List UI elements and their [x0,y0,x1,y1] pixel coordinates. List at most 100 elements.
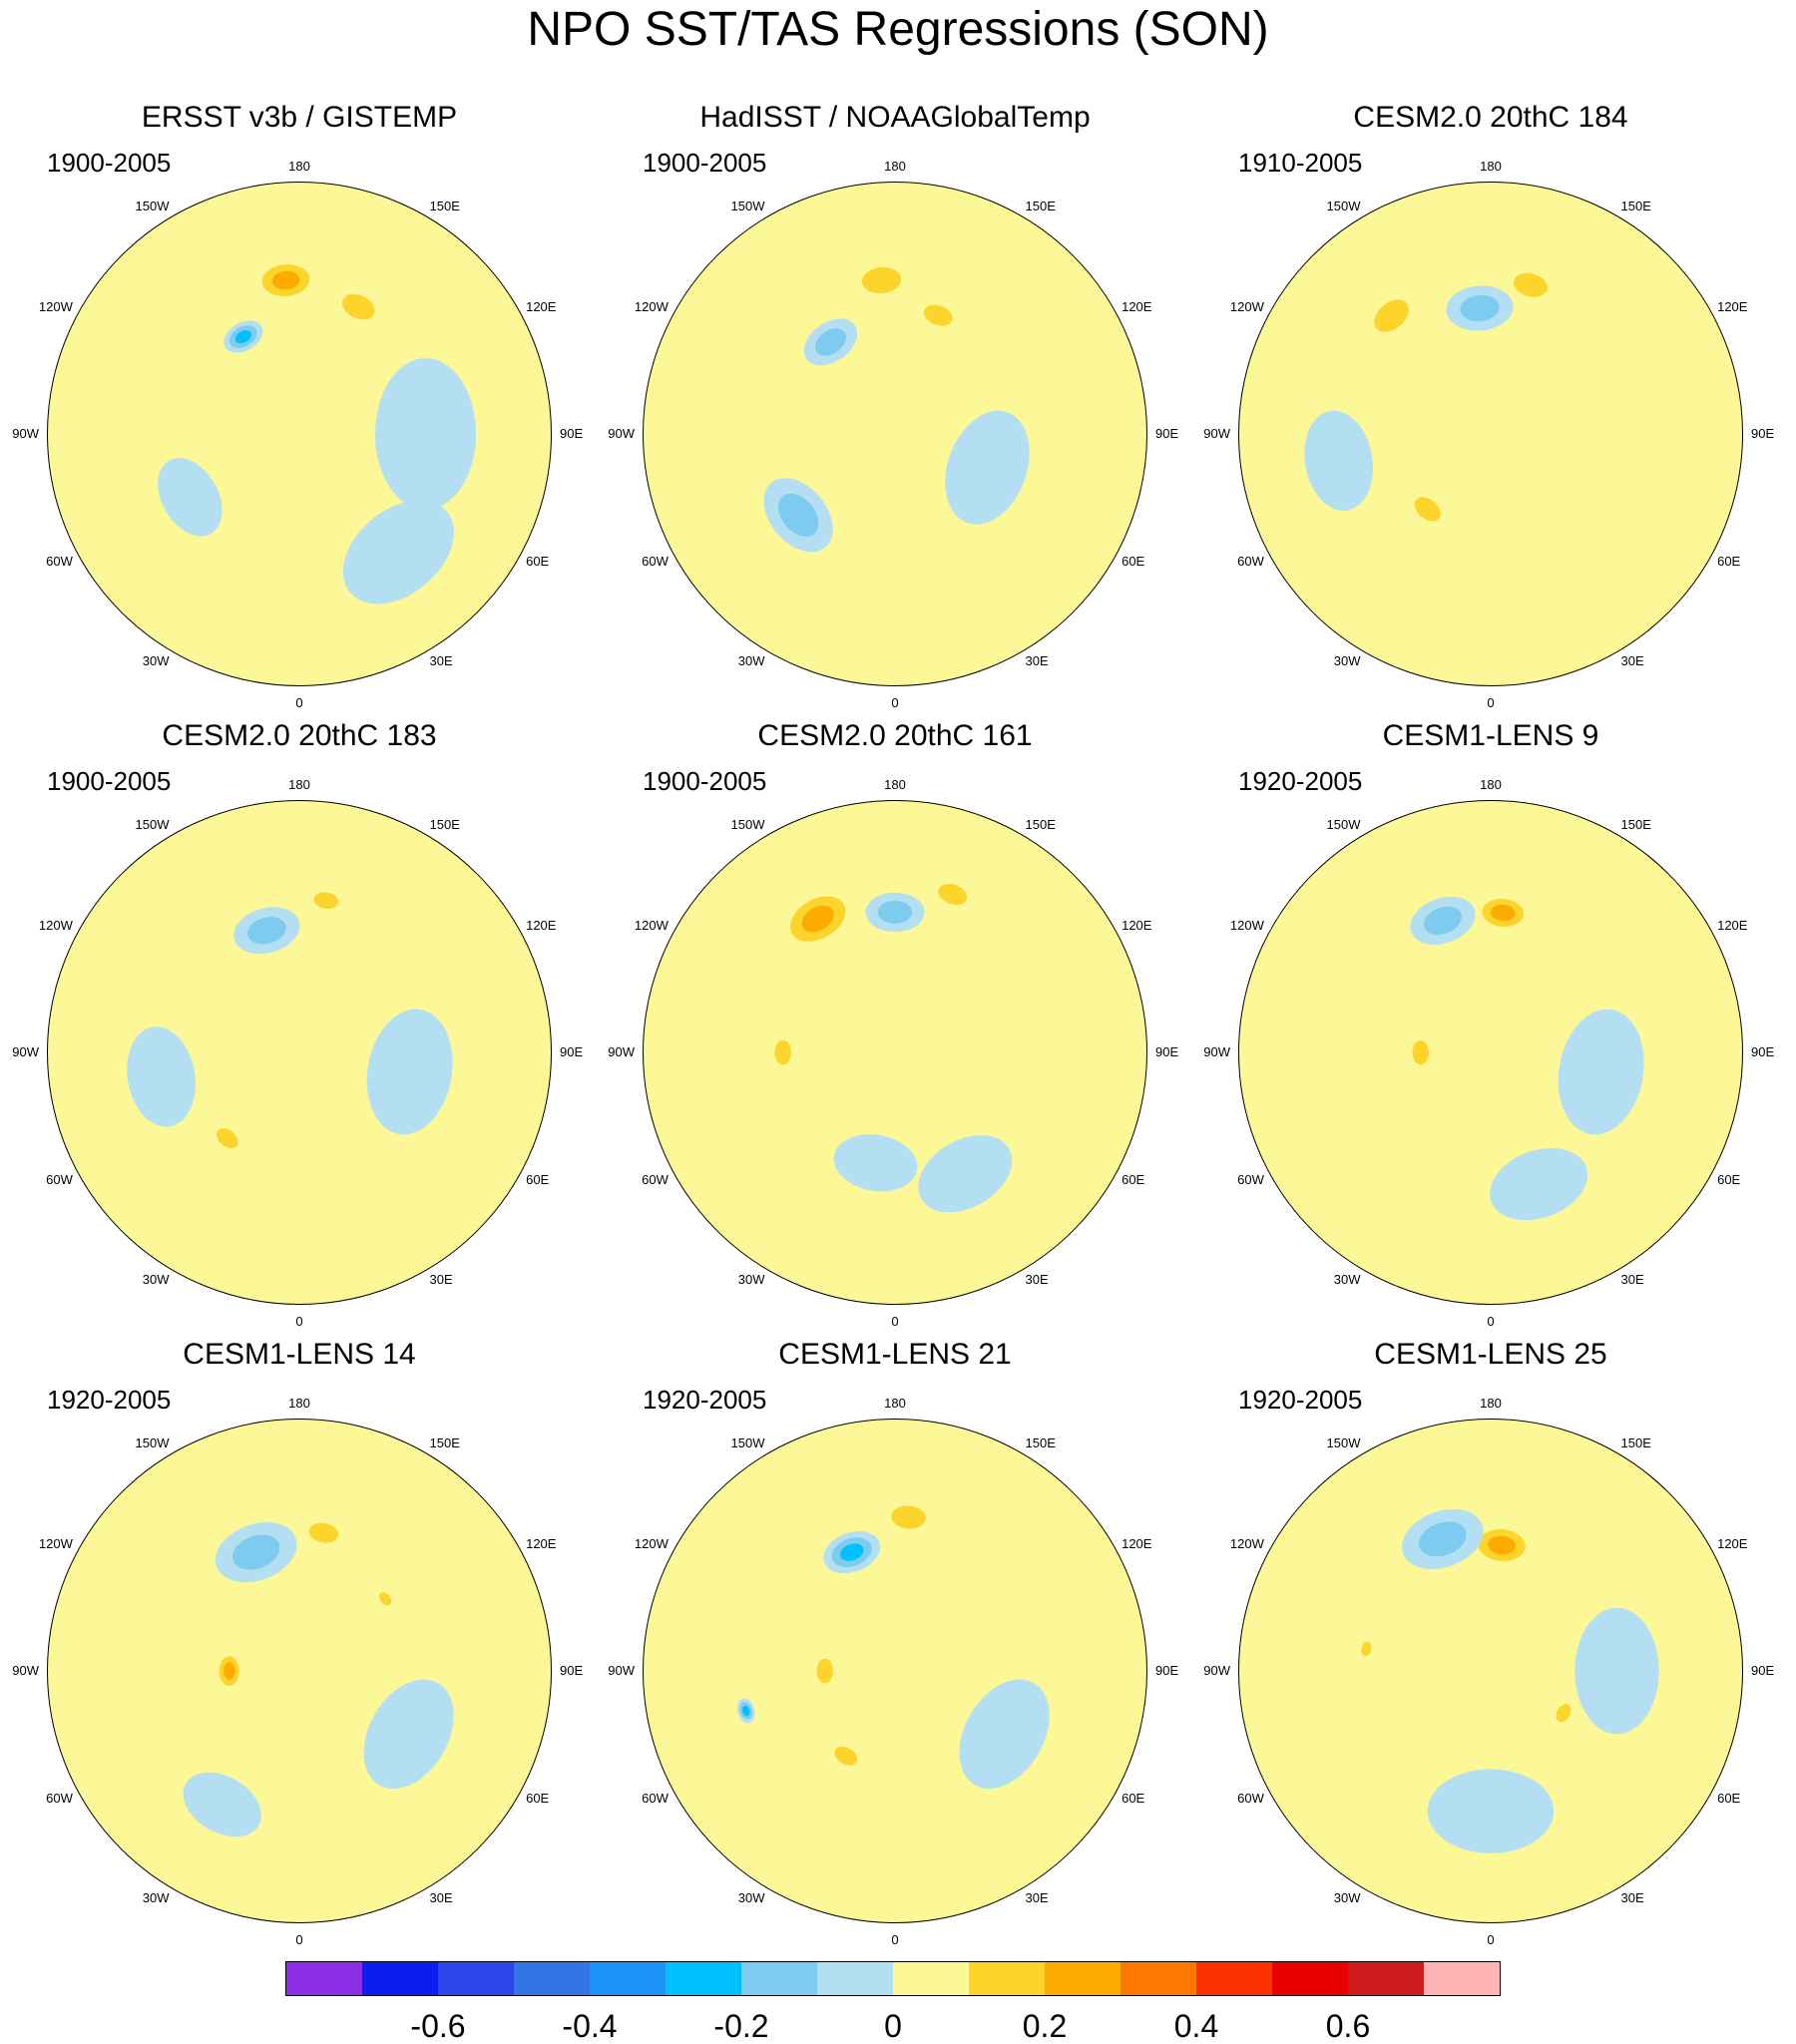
positive-anomaly-region [923,304,953,326]
positive-anomaly-region [313,892,338,910]
map-outline [643,800,1147,1305]
longitude-label: 60E [1717,1790,1741,1806]
positive-anomaly-region [801,905,834,933]
longitude-label: 180 [1480,159,1502,174]
longitude-label: 30W [737,1890,765,1906]
longitude-label: 180 [1480,777,1502,792]
colorbar-cell [1424,1962,1500,1995]
longitude-label: 30E [1025,1272,1049,1288]
negative-anomaly-region [366,1009,453,1135]
positive-anomaly-region [271,270,300,290]
colorbar-cell [590,1962,666,1995]
longitude-label: 60W [1237,1171,1264,1187]
longitude-label: 30W [142,653,170,669]
longitude-label: 30E [429,1890,453,1906]
panel-period: 1900-2005 [47,766,172,796]
positive-anomaly-region [1361,1641,1372,1657]
longitude-label: 90E [1751,426,1775,441]
negative-anomaly-region [833,1134,918,1192]
negative-anomaly-region [127,1026,196,1127]
longitude-label: 90W [608,1663,635,1678]
colorbar-cell [438,1962,514,1995]
polar-map [47,182,552,686]
negative-anomaly-region [1427,1769,1555,1853]
longitude-label: 180 [288,777,310,792]
longitude-label: 60W [46,1790,73,1806]
longitude-label: 60W [642,553,669,569]
longitude-label: 30E [1025,1890,1049,1906]
negative-anomaly-region [1574,1607,1659,1735]
longitude-label: 90W [12,1663,39,1678]
longitude-label: 90E [560,1663,584,1678]
longitude-label: 30E [1620,653,1644,669]
longitude-label: 180 [288,1396,310,1411]
polar-map [1238,800,1743,1305]
longitude-label: 150W [730,816,765,832]
negative-anomaly-region [945,410,1030,525]
map-background [47,182,552,686]
longitude-label: 120W [1229,917,1264,933]
longitude-label: 30E [429,653,453,669]
longitude-label: 0 [891,695,899,710]
panel-title: CESM2.0 20thC 183 [162,719,437,752]
map-panel: HadISST / NOAAGlobalTemp 1900-2005 180 0 150… [596,100,1194,718]
longitude-label: 150E [1620,198,1651,213]
longitude-label: 90W [12,426,39,441]
longitude-label: 0 [891,1932,899,1947]
longitude-label: 60W [1237,1790,1264,1806]
longitude-label: 0 [1487,695,1495,710]
longitude-label: 120W [1229,298,1264,314]
negative-anomaly-region [918,1135,1013,1213]
map-outline [643,1419,1147,1923]
colorbar-cell [514,1962,590,1995]
longitude-label: 30W [1333,653,1361,669]
colorbar-cell [893,1962,969,1995]
map-background [47,800,552,1305]
panel-period: 1920-2005 [1238,766,1363,796]
longitude-label: 90E [560,426,584,441]
colorbar-tick-label: -0.2 [713,2008,769,2044]
longitude-label: 30E [1620,1272,1644,1288]
longitude-label: 60E [526,553,550,569]
longitude-label: 60E [1122,553,1145,569]
map-background [643,800,1147,1305]
panel-title: CESM1-LENS 9 [1382,719,1599,752]
positive-anomaly-region [1561,355,1641,474]
longitude-label: 30W [1333,1272,1361,1288]
negative-anomaly-region [374,358,477,510]
positive-anomaly-region [1414,497,1441,522]
negative-anomaly-region [1460,294,1500,322]
positive-anomaly-region [938,883,968,906]
longitude-label: 30W [142,1890,170,1906]
map-outline [47,182,552,686]
longitude-label: 150W [1326,816,1361,832]
longitude-label: 0 [295,695,303,710]
longitude-label: 120W [634,298,669,314]
positive-anomaly-region [1488,1535,1516,1555]
negative-anomaly-region [246,917,286,945]
longitude-label: 150W [135,198,170,213]
polar-map [1238,1419,1743,1923]
longitude-label: 90E [560,1044,584,1059]
longitude-label: 60W [46,1171,73,1187]
longitude-label: 120W [38,298,73,314]
positive-anomaly-region [834,1746,858,1766]
longitude-label: 90W [608,426,635,441]
map-outline [643,182,1147,686]
negative-anomaly-region [1558,1009,1644,1135]
map-background [1238,800,1743,1305]
longitude-label: 0 [1487,1314,1495,1329]
negative-anomaly-region [363,1679,454,1790]
panel-title: CESM1-LENS 21 [778,1338,1012,1371]
figure-title: NPO SST/TAS Regressions (SON) [527,3,1269,56]
negative-anomaly-region [959,1679,1050,1790]
negative-anomaly-region [158,458,223,537]
map-panel: CESM1-LENS 21 1920-2005 180 0 150W 150E 120W 12… [596,1337,1194,1955]
longitude-label: 120E [1122,1535,1152,1551]
negative-anomaly-region [1490,1148,1588,1221]
map-background [1238,182,1743,686]
colorbar-tick-label: 0.4 [1173,2008,1219,2044]
colorbar [285,1961,1501,1996]
positive-anomaly-region [216,1128,238,1149]
panel-title: CESM2.0 20thC 184 [1353,101,1628,134]
